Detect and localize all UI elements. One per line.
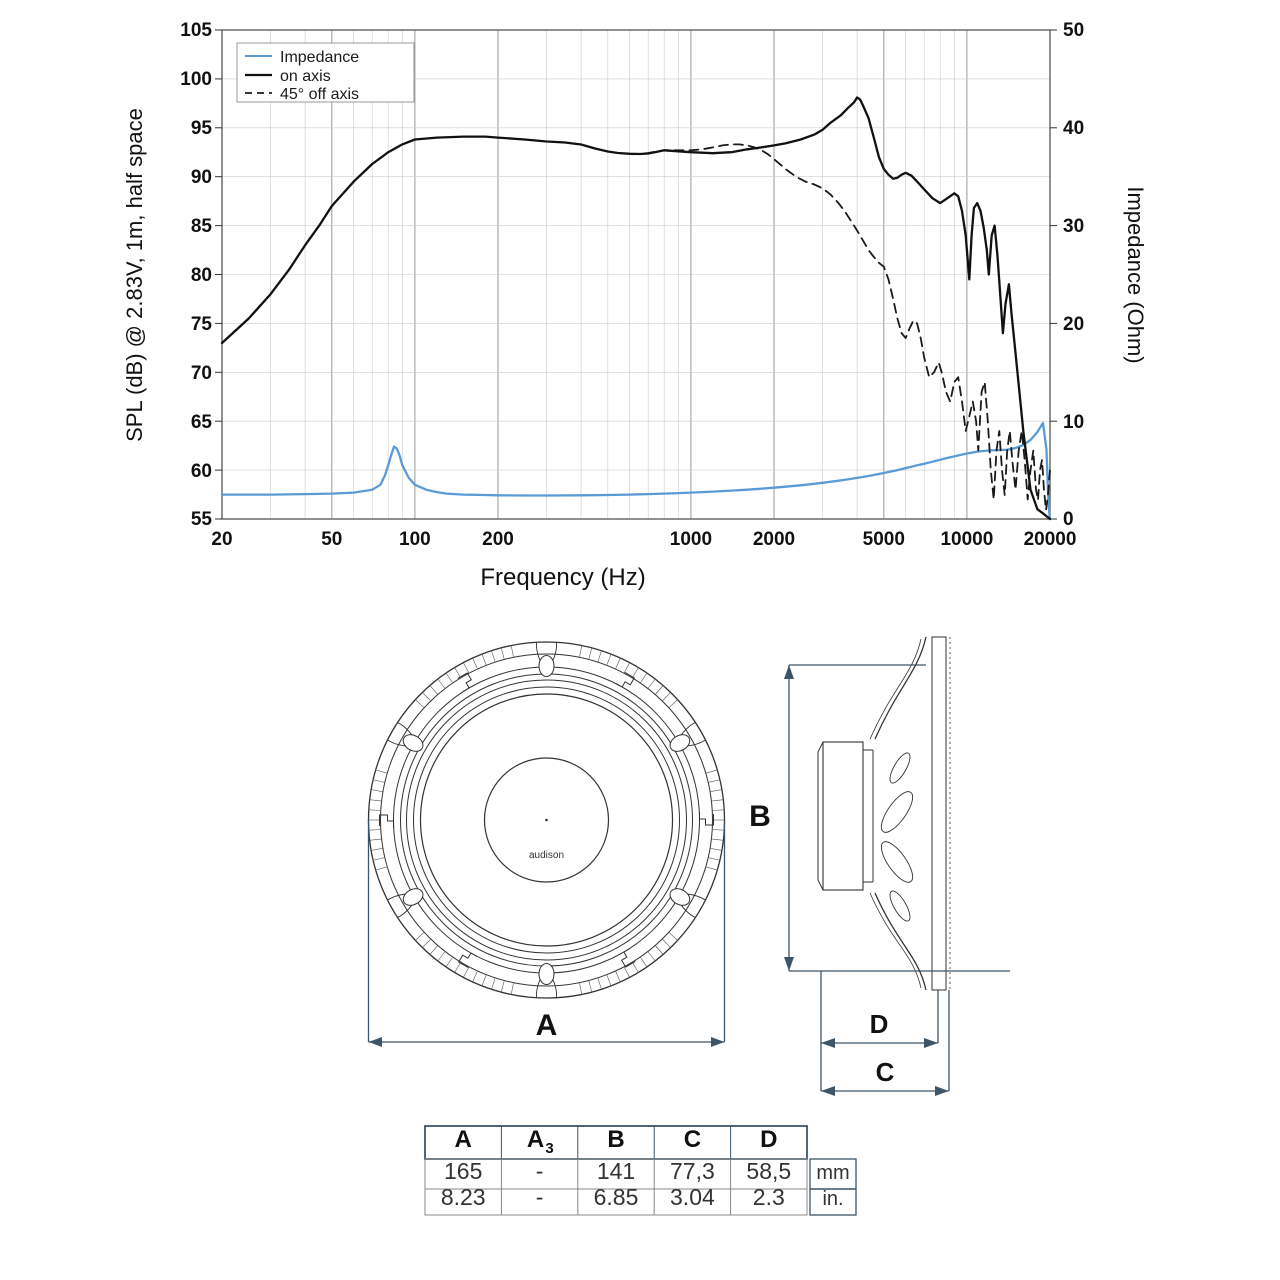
svg-text:141: 141	[597, 1158, 635, 1184]
svg-text:B: B	[607, 1126, 624, 1153]
svg-text:3: 3	[545, 1140, 553, 1157]
svg-text:8.23: 8.23	[441, 1184, 486, 1210]
svg-text:-: -	[536, 1158, 544, 1184]
svg-text:77,3: 77,3	[670, 1158, 715, 1184]
svg-text:C: C	[684, 1126, 701, 1153]
svg-text:3.04: 3.04	[670, 1184, 715, 1210]
svg-text:165: 165	[444, 1158, 482, 1184]
svg-text:D: D	[760, 1126, 777, 1153]
svg-text:in.: in.	[822, 1188, 843, 1210]
svg-text:A: A	[455, 1126, 472, 1153]
svg-text:2.3: 2.3	[753, 1184, 785, 1210]
svg-text:mm: mm	[816, 1162, 849, 1184]
svg-text:-: -	[536, 1184, 544, 1210]
svg-text:58,5: 58,5	[746, 1158, 791, 1184]
svg-text:A: A	[527, 1126, 544, 1153]
svg-text:6.85: 6.85	[594, 1184, 639, 1210]
